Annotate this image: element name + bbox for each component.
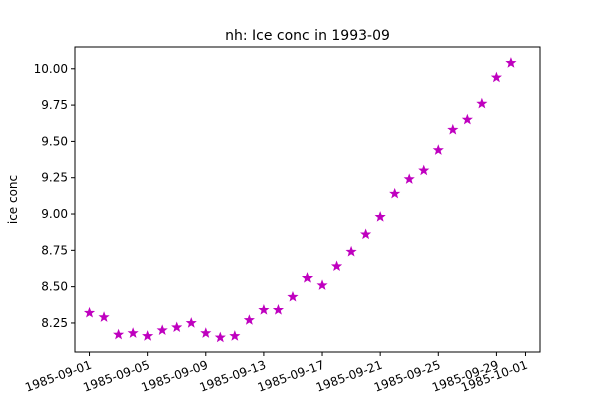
chart-title: nh: Ice conc in 1993-09 — [225, 28, 390, 44]
y-axis: 8.25 8.50 8.75 9.00 9.25 9.50 9.75 10.00 — [34, 62, 75, 330]
x-tick-label: 1985-09-25 — [372, 358, 442, 395]
data-point-star — [156, 324, 168, 335]
x-tick-label: 1985-09-13 — [198, 358, 268, 395]
data-point-star — [316, 279, 328, 290]
data-point-star — [418, 164, 430, 176]
x-tick-label: 1985-09-05 — [81, 358, 151, 395]
data-point-star — [301, 272, 314, 283]
data-point-star — [360, 228, 372, 240]
y-tick-label: 8.25 — [41, 316, 68, 330]
data-point-star — [142, 330, 154, 341]
data-point-star — [345, 245, 357, 257]
y-tick-label: 10.00 — [34, 62, 68, 76]
data-point-star — [490, 71, 502, 83]
data-point-star — [83, 306, 96, 318]
data-point-star — [243, 314, 255, 325]
data-point-star — [185, 317, 197, 328]
data-point-star — [330, 260, 343, 272]
x-tick-label: 1985-09-01 — [23, 358, 93, 395]
x-tick-label: 1985-09-17 — [256, 358, 326, 395]
plot-frame — [74, 46, 541, 353]
data-series — [83, 57, 517, 343]
x-tick-label: 1985-09-09 — [139, 358, 209, 395]
y-tick-label: 9.50 — [41, 134, 68, 148]
data-point-star — [214, 331, 226, 343]
data-point-star — [389, 187, 401, 199]
data-point-star — [272, 304, 285, 315]
data-point-star — [447, 123, 459, 135]
data-point-star — [171, 321, 183, 333]
data-point-star — [127, 327, 139, 338]
data-point-star — [98, 311, 110, 322]
data-point-star — [403, 173, 415, 184]
y-tick-label: 8.50 — [41, 280, 68, 294]
data-point-star — [287, 290, 299, 302]
y-tick-label: 9.00 — [41, 207, 68, 221]
data-point-star — [461, 113, 473, 125]
data-point-star — [374, 211, 386, 222]
y-axis-label: ice conc — [6, 175, 20, 224]
data-point-star — [476, 97, 488, 109]
data-point-star — [505, 57, 517, 68]
y-tick-label: 9.25 — [41, 171, 68, 185]
y-tick-label: 8.75 — [41, 243, 68, 257]
x-axis: 1985-09-011985-09-051985-09-091985-09-13… — [23, 352, 529, 395]
data-point-star — [432, 144, 444, 155]
data-point-star — [113, 328, 125, 340]
x-tick-label: 1985-09-21 — [314, 358, 384, 395]
y-tick-label: 9.75 — [41, 98, 68, 112]
data-point-star — [229, 330, 241, 341]
data-point-star — [258, 304, 270, 315]
data-point-star — [200, 327, 212, 338]
